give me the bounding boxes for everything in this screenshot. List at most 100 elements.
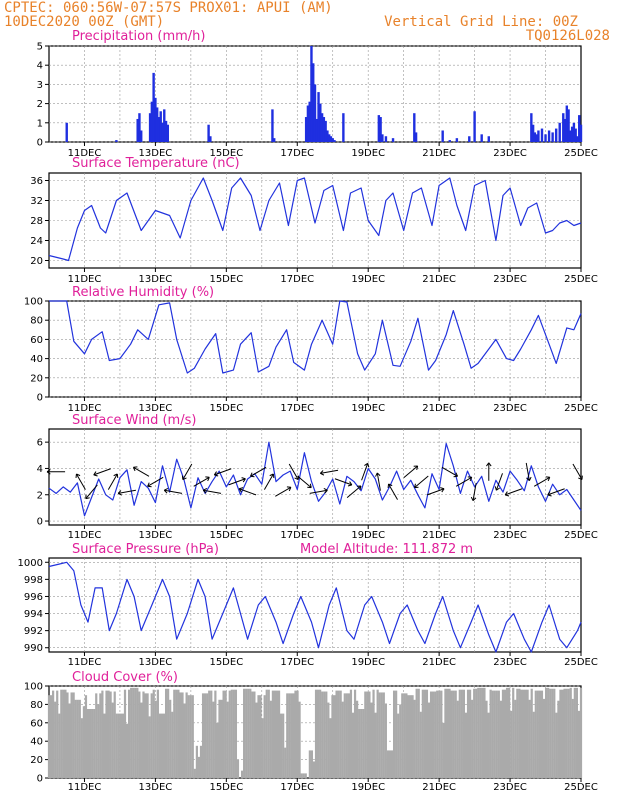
cloud-bar xyxy=(528,699,531,778)
precip-bar xyxy=(140,130,143,142)
pres-xtick-label: 11DEC xyxy=(68,657,102,668)
cloud-ytick-label: 40 xyxy=(30,737,43,748)
cloud-bar xyxy=(499,700,502,778)
precip-bar xyxy=(152,72,155,142)
precip-bar xyxy=(322,117,326,142)
wind-panel: Surface Wind (m/s) 0 2 4 6 11DEC 13DEC 15DEC 17… xyxy=(37,413,598,541)
precip-bar xyxy=(391,138,395,142)
pressure-title: Surface Pressure (hPa) xyxy=(72,542,219,557)
cloud-bar xyxy=(448,688,451,778)
cloud-bar xyxy=(185,692,188,778)
cloud-bar xyxy=(429,691,433,778)
cloud-bar xyxy=(204,693,207,778)
precip-bar xyxy=(342,113,345,142)
rh-xtick-label: 19DEC xyxy=(351,403,385,414)
cloud-bar xyxy=(107,690,110,778)
precip-bar xyxy=(308,101,311,142)
cloud-bar xyxy=(335,690,338,778)
cloud-ytick-label: 20 xyxy=(30,755,43,766)
cloud-bar xyxy=(440,690,443,778)
cloud-bar xyxy=(78,699,81,778)
cloud-bar xyxy=(450,690,453,778)
precip-bar xyxy=(535,134,538,142)
cloud-xtick-label: 15DEC xyxy=(209,782,243,793)
cloud-bar xyxy=(273,690,277,778)
cloud-bar xyxy=(571,698,574,778)
cloud-bar xyxy=(549,688,552,778)
cloud-bar xyxy=(446,688,449,778)
precip-bar xyxy=(569,130,572,142)
cloud-bar xyxy=(72,692,75,778)
precip-bar xyxy=(207,124,210,142)
cloud-bar xyxy=(413,699,416,778)
cloud-bar xyxy=(534,690,537,778)
wind-title: Surface Wind (m/s) xyxy=(72,413,196,428)
cloud-bar xyxy=(333,695,336,778)
cloud-bar xyxy=(444,688,447,778)
cloud-bar xyxy=(536,690,539,778)
cloud-bar xyxy=(567,688,570,778)
cloud-bar xyxy=(294,690,297,778)
cloud-bar xyxy=(345,693,348,778)
cloud-bar xyxy=(520,689,523,778)
cloud-bar xyxy=(253,691,256,778)
cloud-bar xyxy=(167,688,170,778)
header-init-time: 10DEC2020 00Z (GMT) xyxy=(4,14,164,30)
wind-xtick-label: 21DEC xyxy=(422,530,456,541)
cloud-bar xyxy=(70,692,73,778)
wind-arrow xyxy=(163,488,183,494)
precip-bar xyxy=(455,138,459,142)
precip-bar xyxy=(567,109,570,142)
cloud-bar xyxy=(468,689,472,778)
cloud-bar xyxy=(374,712,377,778)
cloud-bar xyxy=(99,693,102,778)
precip-ytick-label: 4 xyxy=(37,61,43,72)
wind-ytick-label: 4 xyxy=(37,464,43,475)
wind-arrow xyxy=(486,462,492,481)
wind-arrow xyxy=(202,488,222,494)
precip-bar xyxy=(578,115,581,142)
cloud-bar xyxy=(80,718,83,778)
precip-bar xyxy=(154,97,157,142)
cloud-bar xyxy=(366,691,369,778)
cloud-bar xyxy=(146,693,149,778)
cloud-bar xyxy=(302,773,305,778)
cloud-bar xyxy=(103,713,106,778)
cloud-bar xyxy=(218,699,221,778)
cloud-bar xyxy=(312,761,316,778)
cloud-bar xyxy=(540,690,544,778)
cloud-bar xyxy=(432,691,435,778)
cloud-cover-panel: Cloud Cover (%) 0 20 40 60 80 100 11DEC 13DEC 15… xyxy=(24,670,598,793)
temp-series-line xyxy=(48,177,582,262)
cloud-bar xyxy=(454,690,457,778)
cloud-bar xyxy=(277,690,281,778)
cloud-bar xyxy=(356,700,359,778)
cloud-bar xyxy=(119,713,122,778)
cloud-bar xyxy=(247,688,250,778)
precip-bar xyxy=(317,92,320,142)
precip-bar xyxy=(161,122,164,142)
cloud-bar xyxy=(505,687,509,778)
cloud-bar xyxy=(181,692,184,778)
precip-ytick-label: 3 xyxy=(37,80,43,91)
cloud-bar xyxy=(384,703,387,778)
precip-bar xyxy=(533,132,537,142)
cloud-bar xyxy=(111,702,114,778)
pres-xtick-label: 25DEC xyxy=(564,657,598,668)
cloud-bar xyxy=(66,692,69,778)
cloud-bar xyxy=(183,703,186,778)
model-altitude: Model Altitude: 111.872 m xyxy=(300,542,473,557)
cloud-bar xyxy=(421,689,424,778)
cloud-bar xyxy=(240,770,244,778)
cloud-bar xyxy=(557,700,560,778)
precip-bar xyxy=(324,120,327,142)
precip-bar xyxy=(530,113,533,142)
cloud-bar xyxy=(132,687,135,778)
cloud-bar xyxy=(191,695,194,778)
cloud-bar xyxy=(121,713,125,778)
cloud-bar xyxy=(347,693,350,778)
humidity-panel: Relative Humidity (%) 0 20 40 60 80 100 11DEC 1… xyxy=(24,285,598,414)
cloud-cover-title: Cloud Cover (%) xyxy=(72,670,178,685)
precip-bar xyxy=(313,84,317,142)
